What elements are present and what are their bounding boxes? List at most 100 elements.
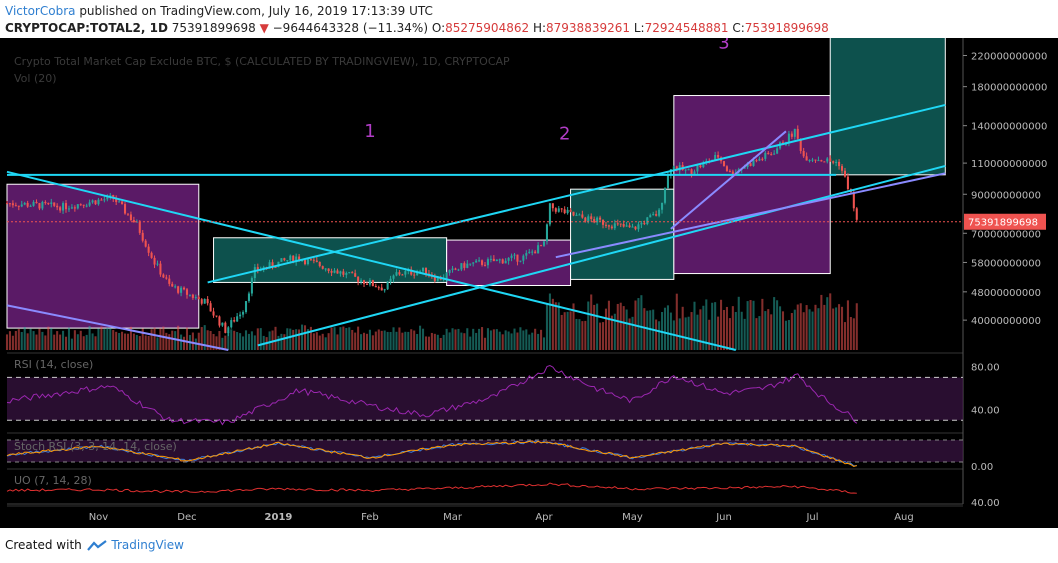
- rsi-label: RSI (14, close): [14, 358, 93, 371]
- volume-bar: [215, 336, 218, 350]
- author-link[interactable]: VictorCobra: [5, 4, 76, 18]
- candle-body: [357, 276, 360, 282]
- candle-body: [8, 203, 11, 205]
- x-tick-label: Nov: [89, 512, 109, 523]
- volume-bar: [91, 333, 94, 350]
- volume-bar: [50, 328, 53, 350]
- volume-bar: [829, 293, 832, 350]
- volume-bar: [483, 337, 487, 350]
- volume-bar: [221, 337, 224, 350]
- volume-bar: [283, 334, 286, 350]
- candle-body: [283, 258, 286, 261]
- volume-bar: [560, 314, 563, 350]
- volume-bar: [180, 334, 183, 350]
- candle-body: [50, 202, 53, 204]
- footer: Created with TradingView: [5, 538, 184, 553]
- candle-body: [820, 160, 823, 162]
- candle-body: [194, 297, 197, 299]
- candle-body: [256, 267, 259, 271]
- candle-body: [271, 262, 274, 267]
- volume-bar: [383, 330, 386, 350]
- low-label: L:: [633, 21, 645, 35]
- volume-bar: [569, 311, 572, 350]
- volume-bar: [749, 300, 752, 350]
- candle-body: [761, 158, 764, 160]
- volume-bar: [433, 333, 436, 350]
- volume-bar: [572, 303, 575, 350]
- volume-bar: [144, 335, 147, 350]
- volume-bar: [26, 333, 29, 350]
- volume-bar: [699, 309, 702, 350]
- candle-body: [663, 188, 667, 203]
- candle-body: [144, 240, 147, 247]
- volume-bar: [475, 332, 478, 350]
- candle-body: [593, 219, 596, 223]
- symbol-info: CRYPTOCAP:TOTAL2, 1D 75391899698 ▼ −9644…: [5, 21, 829, 35]
- candle-body: [64, 203, 68, 210]
- volume-bar: [513, 328, 516, 350]
- candle-body: [672, 166, 675, 170]
- candle-body: [85, 205, 88, 207]
- candle-body: [41, 201, 44, 209]
- volume-bar: [348, 327, 351, 350]
- candle-body: [835, 161, 838, 163]
- close-value: 75391899698: [744, 21, 829, 35]
- candle-body: [20, 204, 23, 207]
- candle-body: [755, 160, 758, 162]
- volume-bar: [339, 327, 342, 350]
- candle-body: [528, 251, 531, 254]
- candle-body: [342, 271, 345, 275]
- candle-body: [29, 205, 32, 207]
- open-value: 85275904862: [445, 21, 530, 35]
- volume-bar: [823, 304, 826, 350]
- volume-bar: [410, 329, 413, 350]
- volume-bar: [681, 306, 684, 350]
- candle-body: [699, 165, 702, 168]
- volume-bar: [327, 333, 330, 350]
- chart-canvas[interactable]: 2200000000001800000000001400000000001100…: [0, 38, 1058, 528]
- candle-body: [743, 167, 746, 169]
- candle-body: [206, 298, 209, 304]
- candle-body: [433, 276, 436, 281]
- volume-bar: [684, 317, 687, 350]
- last-price-label: 75391899698: [968, 218, 1038, 229]
- volume-bar: [439, 337, 442, 350]
- candle-body: [596, 217, 599, 223]
- candle-body: [115, 198, 118, 202]
- volume-bar: [106, 327, 109, 350]
- volume-bar: [295, 329, 298, 350]
- publish-info: VictorCobra published on TradingView.com…: [5, 4, 433, 18]
- stoch-tick-label: 0.00: [971, 462, 993, 473]
- volume-bar: [855, 303, 858, 350]
- candle-body: [56, 205, 59, 208]
- candle-body: [731, 171, 734, 175]
- volume-bar: [292, 329, 295, 350]
- symbol-name: CRYPTOCAP:TOTAL2, 1D: [5, 21, 168, 35]
- tradingview-link[interactable]: TradingView: [111, 538, 184, 552]
- candle-body: [717, 154, 720, 158]
- candle-body: [404, 271, 407, 275]
- x-tick-label: Aug: [894, 512, 914, 523]
- volume-bar: [758, 316, 761, 350]
- volume-bar: [230, 329, 233, 350]
- candle-body: [537, 245, 540, 254]
- candle-body: [622, 224, 625, 227]
- volume-bar: [770, 314, 773, 350]
- rsi-line: [6, 364, 858, 426]
- volume-bar: [607, 300, 610, 350]
- y-tick-label: 220000000000: [971, 52, 1047, 63]
- wave-label: 1: [364, 121, 375, 142]
- candle-body: [569, 209, 572, 212]
- volume-bar: [354, 332, 357, 350]
- candle-body: [362, 280, 366, 284]
- candle-body: [159, 263, 162, 275]
- y-tick-label: 90000000000: [971, 190, 1041, 201]
- candle-body: [483, 264, 487, 266]
- candle-body: [516, 254, 519, 262]
- candle-body: [557, 208, 560, 212]
- volume-bar: [640, 295, 643, 350]
- candle-body: [531, 251, 534, 253]
- candle-body: [380, 287, 383, 291]
- candle-body: [855, 208, 858, 220]
- candle-body: [312, 259, 315, 261]
